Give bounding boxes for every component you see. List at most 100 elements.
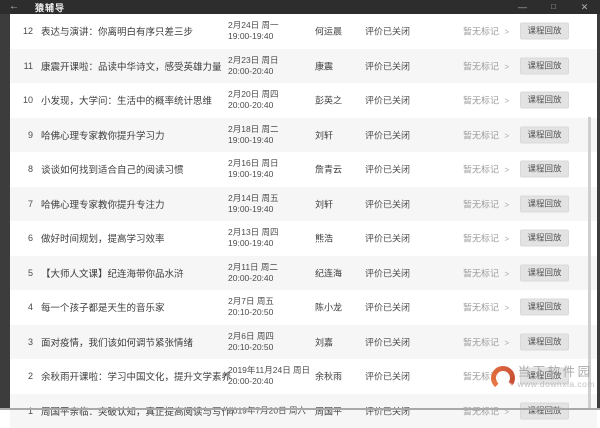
course-index: 6 (14, 233, 33, 243)
mark-status[interactable]: 暂无标记 > (463, 335, 509, 348)
course-date: 2月20日 周四 (228, 89, 314, 100)
scrollbar-thumb[interactable] (588, 117, 591, 410)
maximize-button[interactable]: □ (538, 0, 569, 14)
mark-status[interactable]: 暂无标记 > (463, 25, 509, 38)
mark-status[interactable]: 暂无标记 > (463, 232, 509, 245)
course-time: 20:00-20:40 (228, 273, 314, 284)
course-replay-button[interactable]: 课程回放 (520, 368, 569, 385)
course-row[interactable]: 11 康震开课啦：品读中华诗文，感受英雄力量 2月23日 周日 20:00-20… (10, 49, 597, 84)
course-row[interactable]: 5 【大师人文课】纪连海带你品水浒 2月11日 周二 20:00-20:40 纪… (10, 256, 597, 291)
mark-label: 暂无标记 (463, 372, 499, 382)
course-replay-button[interactable]: 课程回放 (520, 230, 569, 247)
course-time: 20:00-20:40 (228, 66, 314, 77)
mark-status[interactable]: 暂无标记 > (463, 94, 509, 107)
mark-status[interactable]: 暂无标记 > (463, 266, 509, 279)
course-teacher: 熊浩 (315, 232, 333, 245)
window-controls: — □ ✕ (507, 0, 600, 14)
chevron-right-icon: > (505, 338, 510, 347)
course-replay-button[interactable]: 课程回放 (520, 402, 569, 419)
course-index: 5 (14, 268, 33, 278)
course-datetime: 2月16日 周日 19:00-19:40 (228, 158, 314, 180)
course-datetime: 2月24日 周一 19:00-19:40 (228, 20, 314, 42)
mark-label: 暂无标记 (463, 234, 499, 244)
course-index: 11 (14, 61, 33, 71)
course-row[interactable]: 4 每一个孩子都是天生的音乐家 2月7日 周五 20:10-20:50 陈小龙 … (10, 290, 597, 325)
course-time: 20:00-20:40 (228, 376, 314, 387)
course-replay-button[interactable]: 课程回放 (520, 195, 569, 212)
course-datetime: 2月6日 周四 20:10-20:50 (228, 331, 314, 353)
course-index: 3 (14, 337, 33, 347)
close-button[interactable]: ✕ (569, 0, 600, 14)
course-date: 2月6日 周四 (228, 331, 314, 342)
course-time: 19:00-19:40 (228, 169, 314, 180)
course-teacher: 刘轩 (315, 128, 333, 141)
course-row[interactable]: 2 余秋雨开课啦：学习中国文化，提升文学素养 2019年11月24日 周日 20… (10, 359, 597, 394)
mark-status[interactable]: 暂无标记 > (463, 128, 509, 141)
course-title: 谈谈如何找到适合自己的阅读习惯 (41, 162, 184, 176)
course-date: 2月13日 周四 (228, 227, 314, 238)
evaluation-status: 评价已关闭 (365, 404, 410, 417)
course-date: 2月7日 周五 (228, 296, 314, 307)
course-row[interactable]: 1 周国平亲临：突破认知，真正提高阅读与写作能力 2019年7月20日 周六 周… (10, 394, 597, 428)
course-replay-button[interactable]: 课程回放 (520, 333, 569, 350)
course-title: 小发现，大学问：生活中的概率统计思维 (41, 93, 212, 107)
course-teacher: 彭英之 (315, 94, 342, 107)
app-title: 猿辅导 (35, 1, 65, 14)
mark-status[interactable]: 暂无标记 > (463, 59, 509, 72)
chevron-right-icon: > (505, 166, 510, 175)
course-teacher: 余秋雨 (315, 370, 342, 383)
evaluation-status: 评价已关闭 (365, 370, 410, 383)
course-index: 4 (14, 302, 33, 312)
course-date: 2月11日 周二 (228, 262, 314, 273)
back-icon[interactable]: ← (9, 0, 19, 14)
course-datetime: 2月7日 周五 20:10-20:50 (228, 296, 314, 318)
course-list: 12 表达与演讲：你离明白有序只差三步 2月24日 周一 19:00-19:40… (10, 14, 597, 428)
chevron-right-icon: > (505, 97, 510, 106)
course-row[interactable]: 3 面对疫情，我们该如何调节紧张情绪 2月6日 周四 20:10-20:50 刘… (10, 325, 597, 360)
course-datetime: 2月14日 周五 19:00-19:40 (228, 193, 314, 215)
mark-label: 暂无标记 (463, 199, 499, 209)
window-left-border (0, 14, 10, 410)
course-datetime: 2月11日 周二 20:00-20:40 (228, 262, 314, 284)
course-replay-button[interactable]: 课程回放 (520, 299, 569, 316)
evaluation-status: 评价已关闭 (365, 266, 410, 279)
course-replay-button[interactable]: 课程回放 (520, 23, 569, 40)
course-datetime: 2月13日 周四 19:00-19:40 (228, 227, 314, 249)
evaluation-status: 评价已关闭 (365, 335, 410, 348)
mark-status[interactable]: 暂无标记 > (463, 370, 509, 383)
mark-label: 暂无标记 (463, 268, 499, 278)
course-row[interactable]: 10 小发现，大学问：生活中的概率统计思维 2月20日 周四 20:00-20:… (10, 83, 597, 118)
course-datetime: 2月18日 周二 19:00-19:40 (228, 124, 314, 146)
course-time: 20:00-20:40 (228, 100, 314, 111)
course-replay-button[interactable]: 课程回放 (520, 264, 569, 281)
course-replay-button[interactable]: 课程回放 (520, 126, 569, 143)
course-replay-button[interactable]: 课程回放 (520, 57, 569, 74)
course-datetime: 2019年7月20日 周六 (228, 405, 314, 416)
course-index: 12 (14, 26, 33, 36)
chevron-right-icon: > (505, 200, 510, 209)
course-row[interactable]: 6 做好时间规划，提高学习效率 2月13日 周四 19:00-19:40 熊浩 … (10, 221, 597, 256)
course-teacher: 刘嘉 (315, 335, 333, 348)
mark-status[interactable]: 暂无标记 > (463, 163, 509, 176)
course-replay-button[interactable]: 课程回放 (520, 92, 569, 109)
course-row[interactable]: 7 哈佛心理专家教你提升专注力 2月14日 周五 19:00-19:40 刘轩 … (10, 187, 597, 222)
course-time: 19:00-19:40 (228, 135, 314, 146)
course-datetime: 2月23日 周日 20:00-20:40 (228, 55, 314, 77)
course-date: 2019年11月24日 周日 (228, 365, 314, 376)
chevron-right-icon: > (505, 373, 510, 382)
mark-status[interactable]: 暂无标记 > (463, 301, 509, 314)
course-title: 哈佛心理专家教你提升学习力 (41, 128, 165, 142)
course-row[interactable]: 9 哈佛心理专家教你提升学习力 2月18日 周二 19:00-19:40 刘轩 … (10, 118, 597, 153)
course-row[interactable]: 12 表达与演讲：你离明白有序只差三步 2月24日 周一 19:00-19:40… (10, 14, 597, 49)
chevron-right-icon: > (505, 304, 510, 313)
mark-label: 暂无标记 (463, 337, 499, 347)
course-date: 2月18日 周二 (228, 124, 314, 135)
course-teacher: 刘轩 (315, 197, 333, 210)
evaluation-status: 评价已关闭 (365, 163, 410, 176)
course-row[interactable]: 8 谈谈如何找到适合自己的阅读习惯 2月16日 周日 19:00-19:40 詹… (10, 152, 597, 187)
course-date: 2019年7月20日 周六 (228, 405, 314, 416)
mark-status[interactable]: 暂无标记 > (463, 197, 509, 210)
course-replay-button[interactable]: 课程回放 (520, 161, 569, 178)
mark-status[interactable]: 暂无标记 > (463, 404, 509, 417)
minimize-button[interactable]: — (507, 0, 538, 14)
